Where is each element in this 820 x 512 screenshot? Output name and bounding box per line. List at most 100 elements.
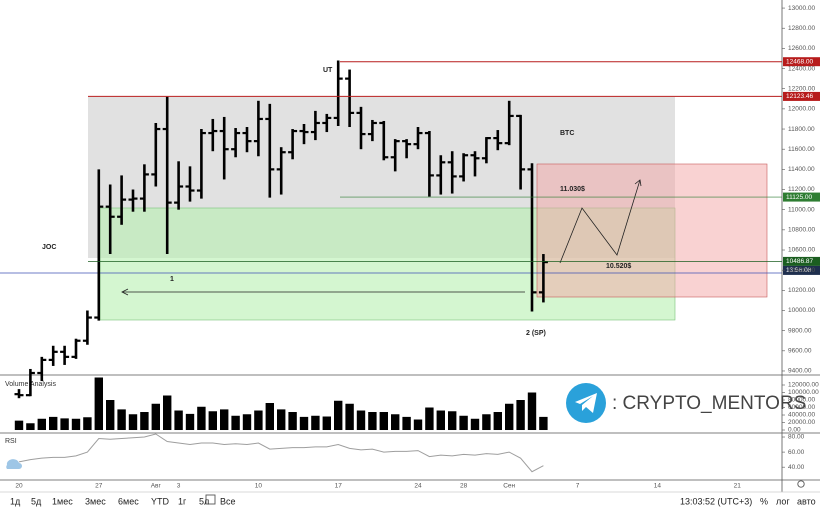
volume-bar bbox=[208, 411, 217, 431]
scale-button[interactable]: авто bbox=[797, 496, 816, 506]
x-tick-label: 24 bbox=[414, 483, 422, 490]
volume-bar bbox=[231, 415, 240, 431]
annotation: BTC bbox=[560, 130, 574, 137]
y-tick-label: 0.00 bbox=[788, 427, 801, 434]
y-tick-label: 9600.00 bbox=[788, 348, 812, 355]
y-tick-label: 60.00 bbox=[788, 449, 805, 456]
y-tick-label: 11000.00 bbox=[788, 206, 815, 213]
volume-bar bbox=[425, 407, 434, 431]
countdown-badge bbox=[783, 265, 820, 275]
arrow-head bbox=[121, 288, 129, 296]
volume-bar bbox=[288, 412, 297, 431]
y-tick-label: 12000.00 bbox=[788, 106, 815, 113]
volume-bar bbox=[334, 400, 343, 431]
range-button[interactable]: 1д bbox=[10, 496, 21, 506]
x-tick-label: 10 bbox=[255, 483, 263, 490]
volume-bar bbox=[402, 416, 411, 431]
volume-bar bbox=[37, 418, 46, 431]
projection-head bbox=[634, 179, 642, 187]
price-badge-label: 11125.00 bbox=[786, 194, 813, 201]
annotation: 1 bbox=[170, 276, 174, 283]
y-tick-label: 12400.00 bbox=[788, 65, 815, 72]
annotation: JOC bbox=[42, 244, 56, 251]
annotation: 11.030$ bbox=[560, 186, 585, 193]
annotation: UT bbox=[323, 67, 333, 74]
range-button[interactable]: YTD bbox=[151, 496, 170, 506]
y-tick-label: 10800.00 bbox=[788, 227, 815, 234]
volume-bar bbox=[60, 418, 69, 431]
volume-bar bbox=[322, 416, 331, 431]
volume-bar bbox=[220, 409, 229, 431]
y-tick-label: 100000.00 bbox=[788, 389, 819, 396]
volume-bar bbox=[106, 400, 115, 431]
volume-bar bbox=[254, 410, 263, 431]
y-tick-label: 12600.00 bbox=[788, 45, 815, 52]
pane-title: RSI bbox=[5, 438, 17, 445]
marks: 20 27 Авг 3 10 17 24 28 Сен 7 14 21 12468.00 12123.46… bbox=[10, 5, 820, 506]
volume-bar bbox=[128, 414, 138, 431]
volume-bar bbox=[527, 392, 537, 431]
annotation: 10.520$ bbox=[606, 263, 631, 270]
date-range-icon[interactable] bbox=[205, 494, 216, 505]
y-tick-label: 120000.00 bbox=[788, 382, 819, 389]
logo-plane bbox=[575, 393, 597, 413]
y-tick-label: 9400.00 bbox=[788, 368, 812, 375]
zones bbox=[0, 97, 782, 321]
price-badge-label: 12468.00 bbox=[786, 58, 813, 65]
y-tick-label: 20000.00 bbox=[788, 419, 815, 426]
y-tick-label: 80000.00 bbox=[788, 397, 815, 404]
range-button[interactable]: 5л bbox=[199, 496, 209, 506]
y-tick-label: 11400.00 bbox=[788, 166, 815, 173]
volume-bar bbox=[539, 416, 548, 431]
price-badge bbox=[783, 91, 820, 101]
y-tick-label: 11200.00 bbox=[788, 186, 815, 193]
price-badge bbox=[783, 57, 820, 67]
range-button[interactable]: 1г bbox=[178, 496, 187, 506]
volume-bar bbox=[493, 412, 502, 431]
volume-bar bbox=[482, 414, 491, 431]
x-tick-label: 20 bbox=[15, 483, 23, 490]
volume-bar bbox=[379, 412, 388, 431]
y-tick-label: 11600.00 bbox=[788, 146, 815, 153]
volume-bar bbox=[174, 410, 183, 431]
volume-bar bbox=[265, 403, 274, 431]
range-button[interactable]: 5д bbox=[31, 496, 42, 506]
y-tick-label: 40.00 bbox=[788, 464, 805, 471]
scale-button[interactable]: % bbox=[760, 496, 768, 506]
settings-icon[interactable] bbox=[797, 480, 805, 488]
countdown: 13:56:08 bbox=[786, 267, 812, 274]
x-tick-label: Авг bbox=[151, 483, 162, 490]
volume-bar bbox=[83, 417, 92, 431]
volume-bar bbox=[242, 414, 252, 431]
price-badge-label: 10486.87 bbox=[786, 258, 813, 265]
volume-bar bbox=[470, 418, 480, 431]
volume-bar bbox=[311, 415, 320, 431]
y-tick-label: 10000.00 bbox=[788, 307, 815, 314]
x-tick-label: Сен bbox=[503, 483, 515, 490]
x-tick-label: 14 bbox=[654, 483, 662, 490]
y-tick-label: 10600.00 bbox=[788, 247, 815, 254]
y-tick-label: 40000.00 bbox=[788, 412, 815, 419]
scale-button[interactable]: лог bbox=[776, 496, 790, 506]
x-tick-label: 28 bbox=[460, 483, 468, 490]
volume-bar bbox=[14, 420, 24, 431]
volume-bar bbox=[299, 416, 309, 431]
y-tick-label: 9800.00 bbox=[788, 327, 812, 334]
volume-bar bbox=[49, 416, 58, 431]
volume-bar bbox=[163, 395, 172, 431]
price-badge-label: 12123.46 bbox=[786, 93, 813, 100]
volume-bar bbox=[436, 410, 445, 431]
y-tick-label: 13000.00 bbox=[788, 5, 815, 12]
projection bbox=[559, 179, 641, 264]
range-button[interactable]: Все bbox=[220, 496, 236, 506]
volume-bar bbox=[140, 412, 149, 431]
volume-bar bbox=[94, 377, 103, 431]
range-button[interactable]: 6мес bbox=[118, 496, 139, 506]
y-tick-label: 80.00 bbox=[788, 434, 805, 441]
range-button[interactable]: 1мес bbox=[52, 496, 73, 506]
volume-bar bbox=[391, 414, 400, 431]
volume-bar bbox=[448, 411, 457, 431]
range-button[interactable]: 3мес bbox=[85, 496, 106, 506]
volume-bar bbox=[368, 412, 377, 431]
x-tick-label: 7 bbox=[576, 483, 580, 490]
